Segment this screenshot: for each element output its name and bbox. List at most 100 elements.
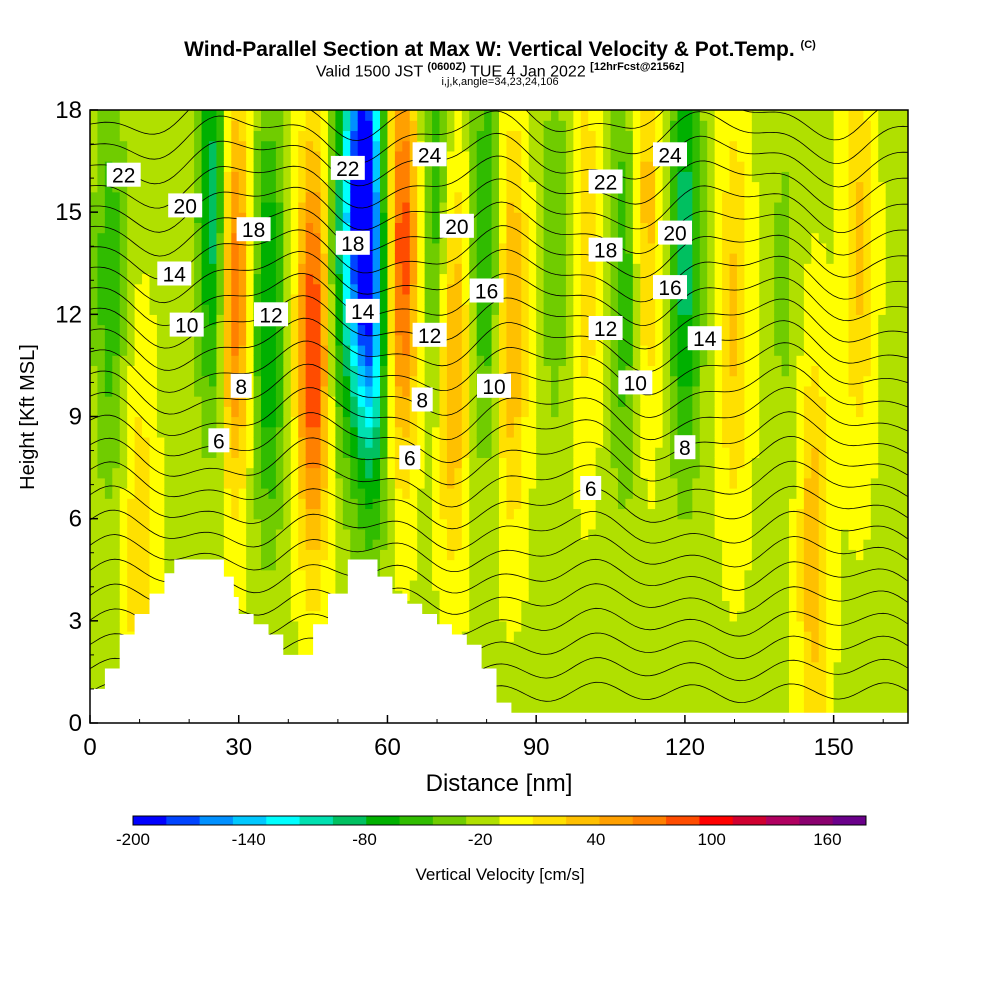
velocity-cell <box>253 477 262 489</box>
velocity-cell <box>365 436 374 448</box>
velocity-cell <box>432 181 441 193</box>
velocity-cell <box>580 171 589 183</box>
velocity-cell <box>342 253 351 264</box>
velocity-cell <box>588 201 597 213</box>
velocity-cell <box>335 467 344 479</box>
velocity-cell <box>536 600 545 612</box>
velocity-cell <box>491 365 500 377</box>
velocity-cell <box>372 181 381 193</box>
velocity-cell <box>238 140 247 152</box>
velocity-cell <box>580 426 589 438</box>
velocity-cell <box>432 304 441 315</box>
velocity-cell <box>484 355 493 367</box>
velocity-cell <box>617 518 627 530</box>
velocity-cell <box>632 242 641 254</box>
velocity-cell <box>469 365 478 377</box>
velocity-cell <box>261 447 270 458</box>
velocity-cell <box>647 365 656 377</box>
velocity-cell <box>543 304 552 315</box>
velocity-cell <box>551 120 560 132</box>
velocity-cell <box>484 528 493 540</box>
velocity-cell <box>499 242 508 254</box>
velocity-cell <box>558 161 567 172</box>
velocity-cell <box>446 150 455 162</box>
velocity-cell <box>446 365 455 377</box>
velocity-cell <box>588 671 597 683</box>
velocity-cell <box>513 559 522 571</box>
velocity-cell <box>156 457 165 469</box>
velocity-cell <box>119 385 128 397</box>
velocity-cell <box>528 661 537 673</box>
velocity-cell <box>298 477 307 489</box>
velocity-cell <box>424 212 433 223</box>
velocity-cell <box>558 212 567 223</box>
velocity-cell <box>298 620 307 632</box>
velocity-cell <box>402 181 411 193</box>
velocity-cell <box>647 610 656 622</box>
velocity-cell <box>692 590 701 601</box>
velocity-cell <box>573 590 582 601</box>
velocity-cell <box>692 436 701 448</box>
velocity-cell <box>610 344 619 356</box>
velocity-cell <box>387 600 396 612</box>
velocity-cell <box>342 549 351 561</box>
velocity-cell <box>439 406 448 418</box>
velocity-cell <box>699 436 708 448</box>
velocity-cell <box>573 304 582 315</box>
velocity-cell <box>640 416 649 428</box>
velocity-cell <box>640 682 649 693</box>
velocity-cell <box>387 426 396 438</box>
velocity-cell <box>588 150 597 162</box>
velocity-cell <box>513 273 522 285</box>
velocity-cell <box>617 355 627 367</box>
velocity-cell <box>506 406 515 418</box>
velocity-cell <box>521 324 530 336</box>
velocity-cell <box>521 631 530 642</box>
velocity-cell <box>261 242 270 254</box>
velocity-cell <box>439 682 448 693</box>
velocity-cell <box>588 467 597 479</box>
velocity-cell <box>432 692 441 704</box>
velocity-cell <box>595 150 604 162</box>
velocity-cell <box>164 406 173 418</box>
velocity-cell <box>320 651 329 663</box>
velocity-cell <box>476 232 485 244</box>
velocity-cell <box>655 600 664 612</box>
velocity-cell <box>372 293 381 305</box>
velocity-cell <box>670 631 679 642</box>
velocity-cell <box>424 150 433 162</box>
velocity-cell <box>298 120 307 132</box>
velocity-cell <box>149 293 158 305</box>
velocity-cell <box>565 702 574 714</box>
velocity-cell <box>253 273 262 285</box>
velocity-cell <box>342 110 351 121</box>
velocity-cell <box>670 273 679 285</box>
velocity-cell <box>171 181 180 193</box>
velocity-cell <box>179 610 188 622</box>
velocity-cell <box>402 518 411 530</box>
velocity-cell <box>506 385 515 397</box>
velocity-cell <box>417 406 426 418</box>
velocity-cell <box>692 549 701 561</box>
velocity-cell <box>640 620 649 632</box>
velocity-cell <box>201 385 210 397</box>
velocity-cell <box>617 702 627 714</box>
velocity-cell <box>565 477 574 489</box>
velocity-cell <box>536 334 545 346</box>
velocity-cell <box>350 426 359 438</box>
velocity-cell <box>677 406 686 418</box>
velocity-cell <box>342 314 351 326</box>
velocity-cell <box>380 293 389 305</box>
velocity-cell <box>119 651 128 663</box>
velocity-cell <box>432 539 441 550</box>
velocity-cell <box>342 304 351 315</box>
velocity-cell <box>684 528 693 540</box>
velocity-cell <box>97 498 106 510</box>
velocity-cell <box>380 457 389 469</box>
velocity-cell <box>491 232 500 244</box>
velocity-cell <box>261 304 270 315</box>
velocity-cell <box>543 579 552 591</box>
velocity-cell <box>320 344 329 356</box>
velocity-cell <box>327 375 336 387</box>
velocity-cell <box>216 651 225 663</box>
